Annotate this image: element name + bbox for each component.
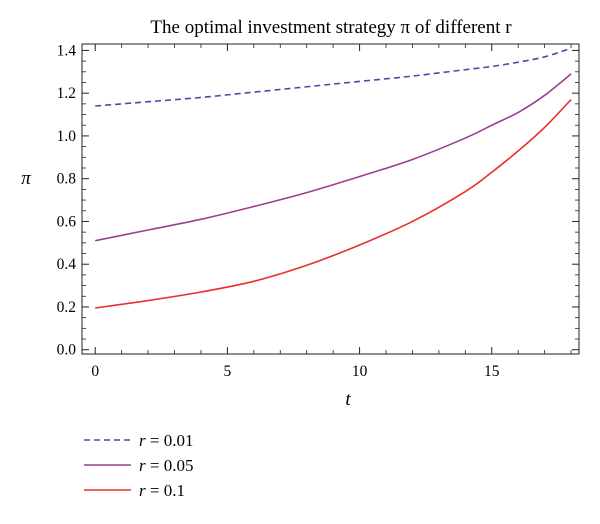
y-tick-label: 0.0 — [57, 342, 77, 359]
y-tick-label: 0.2 — [57, 299, 76, 316]
legend-label-2: r = 0.05 — [139, 456, 193, 475]
x-tick-label: 15 — [484, 363, 500, 380]
y-axis-label: π — [21, 168, 31, 189]
x-tick-label: 10 — [352, 363, 368, 380]
chart-title: The optimal investment strategy π of dif… — [150, 17, 512, 38]
series-line-1 — [95, 47, 572, 107]
plot-lines — [95, 47, 572, 309]
legend: r = 0.01 r = 0.05 r = 0.1 — [84, 431, 193, 500]
plot-frame — [81, 43, 580, 355]
x-axis-ticks: 0 5 10 15 — [91, 44, 572, 380]
x-tick-label: 5 — [224, 363, 232, 380]
y-tick-label: 1.0 — [57, 128, 77, 145]
legend-label-3: r = 0.1 — [139, 481, 185, 500]
x-axis-label: t — [345, 389, 351, 410]
series-line-2 — [95, 73, 572, 242]
y-tick-label: 1.2 — [57, 85, 76, 102]
y-tick-label: 1.4 — [57, 42, 77, 59]
legend-label-1: r = 0.01 — [139, 431, 193, 450]
y-tick-label: 0.6 — [57, 213, 77, 230]
y-tick-label: 0.8 — [57, 171, 77, 188]
y-axis-ticks: 0.0 0.2 0.4 0.6 0.8 1.0 1.2 1.4 — [57, 42, 579, 359]
y-tick-label: 0.4 — [57, 256, 77, 273]
series-line-3 — [95, 99, 572, 309]
x-tick-label: 0 — [91, 363, 99, 380]
